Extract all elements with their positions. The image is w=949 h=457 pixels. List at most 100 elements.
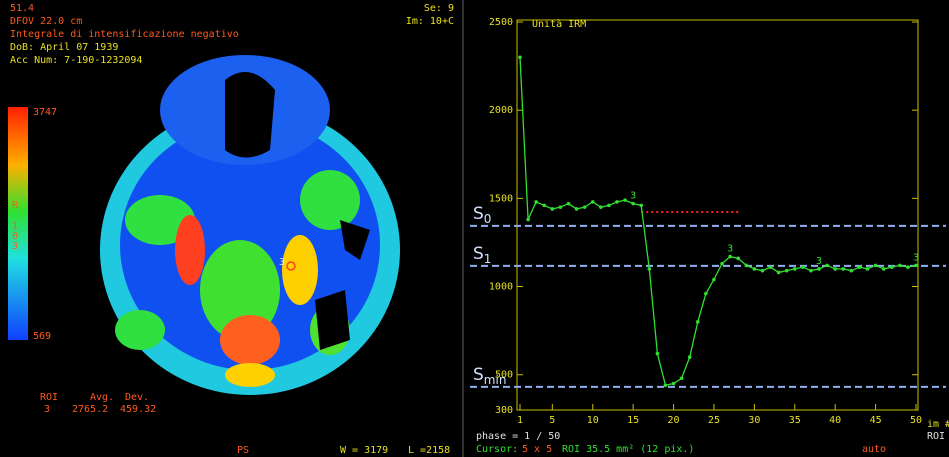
colorbar-label: R — [12, 200, 19, 211]
footer-text: PS — [237, 445, 249, 456]
point — [817, 267, 821, 271]
header-text: DoB: April 07 1939 — [10, 42, 118, 53]
point — [534, 200, 538, 204]
roi-marker-label: 3 — [279, 257, 285, 268]
y-tick-label: 300 — [495, 405, 513, 416]
screen: 51.4 DFOV 22.0 cm Integrale di intensifi… — [0, 0, 949, 457]
cursor-size: 5 x 5 — [522, 444, 552, 455]
point — [761, 269, 765, 273]
x-tick-label: 50 — [910, 415, 922, 426]
point — [736, 257, 740, 261]
point-label: 3 — [727, 244, 733, 255]
colorbar-max: 3747 — [33, 107, 57, 118]
y-tick-label: 1500 — [489, 193, 513, 204]
point — [559, 205, 563, 209]
point — [858, 265, 862, 269]
y-tick-label: 1000 — [489, 282, 513, 293]
cursor-roi: ROI 35.5 mm² (12 pix.) — [562, 444, 694, 455]
curve — [520, 57, 916, 385]
x-tick-label: 45 — [870, 415, 882, 426]
point — [720, 262, 724, 266]
point — [623, 198, 627, 202]
colorbar-min: 569 — [33, 331, 51, 342]
point — [631, 202, 635, 206]
point — [607, 204, 611, 208]
point — [599, 205, 603, 209]
point — [785, 269, 789, 273]
point — [769, 265, 773, 269]
x-tick-label: 40 — [829, 415, 841, 426]
footer-text: L =2158 — [408, 445, 450, 456]
reference-label: Smin — [473, 365, 506, 387]
x-tick-label: 10 — [587, 415, 599, 426]
header-text: Acc Num: 7-190-1232094 — [10, 55, 142, 66]
y-axis-title: Unità IRM — [532, 18, 586, 30]
point — [906, 265, 910, 269]
x-tick-label: 5 — [549, 415, 555, 426]
point — [518, 55, 522, 59]
point — [615, 200, 619, 204]
point — [833, 267, 837, 271]
x-tick-label: 20 — [668, 415, 680, 426]
y-tick-label: 2500 — [489, 17, 513, 28]
cursor-text: Cursor: — [476, 444, 518, 455]
colorbar-label: 3 — [12, 241, 18, 252]
x-tick-label: 25 — [708, 415, 720, 426]
header-text: Integrale di intensificazione negativo — [10, 29, 239, 40]
point — [542, 204, 546, 208]
point — [882, 267, 886, 271]
point — [753, 267, 757, 271]
x-tick-label: 15 — [627, 415, 639, 426]
point-label: 3 — [630, 191, 636, 202]
point — [696, 320, 700, 324]
point — [639, 204, 643, 208]
point — [809, 269, 813, 273]
point — [841, 267, 845, 271]
y-tick-label: 2000 — [489, 105, 513, 116]
point — [744, 264, 748, 268]
reference-label-main: S — [473, 365, 484, 385]
point — [688, 355, 692, 359]
point — [825, 264, 829, 268]
point — [680, 376, 684, 380]
point — [712, 278, 716, 282]
footer-text: W = 3179 — [340, 445, 388, 456]
point — [704, 292, 708, 296]
reference-label-sub: 0 — [484, 211, 492, 225]
image-text: Im: 10+C — [406, 16, 454, 27]
x-tick-label: 35 — [789, 415, 801, 426]
point — [656, 352, 660, 356]
header-text: DFOV 22.0 cm — [10, 16, 82, 27]
reference-label: S0 — [473, 204, 491, 226]
plot-frame — [517, 20, 918, 410]
mode-text: auto — [862, 444, 886, 455]
point — [728, 255, 732, 259]
point — [526, 218, 530, 222]
point — [801, 265, 805, 269]
series-text: Se: 9 — [424, 3, 454, 14]
roi-value: 3 — [44, 404, 50, 415]
perfusion-map — [100, 55, 400, 395]
roi-value: 2765.2 — [72, 404, 108, 415]
reference-label: S1 — [473, 244, 491, 265]
point — [850, 269, 854, 273]
point — [664, 384, 668, 388]
roi-header: Avg. — [90, 392, 114, 403]
x-tick-label: 30 — [748, 415, 760, 426]
header-text: 51.4 — [10, 3, 34, 14]
point — [575, 207, 579, 211]
reference-label-sub: 1 — [484, 251, 492, 265]
phase-text: phase = 1 / 50 — [476, 431, 560, 442]
roi-header: Dev. — [125, 392, 149, 403]
im-text: im # — [927, 419, 949, 430]
point — [648, 267, 652, 271]
reference-label-main: S — [473, 244, 484, 264]
point — [890, 265, 894, 269]
reference-label-sub: min — [484, 372, 507, 386]
point — [672, 382, 676, 386]
reference-label-main: S — [473, 204, 484, 224]
point — [777, 271, 781, 275]
roi-value: 459.32 — [120, 404, 156, 415]
point — [551, 207, 555, 211]
roi-header: ROI — [40, 392, 58, 403]
